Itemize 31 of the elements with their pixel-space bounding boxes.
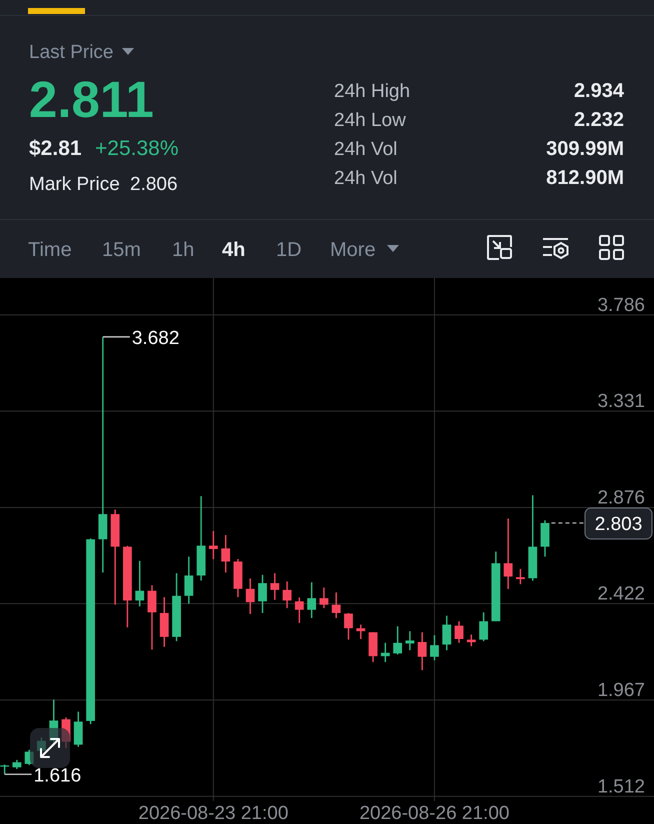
y-tick-label: 3.786 <box>597 294 645 316</box>
annotation: 1.616 <box>34 765 82 786</box>
y-tick-label: 2.876 <box>597 488 645 509</box>
text: 2.232 <box>574 109 624 131</box>
text: 2.934 <box>574 80 625 102</box>
y-tick-label: 3.331 <box>597 391 645 412</box>
text: 2.811 <box>29 71 154 128</box>
text: Time <box>28 239 72 261</box>
text: 1D <box>276 239 302 261</box>
text: 1h <box>172 239 194 261</box>
text: 812.90M <box>546 167 624 189</box>
x-tick-label: 2026-08-23 21:00 <box>138 803 288 824</box>
text: 24h High <box>334 81 410 102</box>
text: 24h Low <box>334 110 406 131</box>
text: $2.81 <box>29 137 82 160</box>
text: 15m <box>102 239 141 261</box>
annotation: 3.682 <box>132 328 180 349</box>
text: Mark Price <box>29 174 120 195</box>
text: 2.806 <box>130 174 178 195</box>
text: Last Price <box>29 42 114 63</box>
y-tick-label: 1.512 <box>597 776 645 798</box>
ref-line-label: 2.803 <box>594 514 642 535</box>
text: 4h <box>222 239 246 261</box>
y-tick-label: 1.967 <box>597 680 645 701</box>
text: +25.38% <box>95 137 178 160</box>
x-tick-label: 2026-08-26 21:00 <box>359 803 510 824</box>
text: 24h Vol <box>334 139 398 160</box>
text: More <box>330 239 376 261</box>
text: 309.99M <box>546 138 624 160</box>
text: 24h Vol <box>334 168 398 189</box>
y-tick-label: 2.422 <box>597 584 645 605</box>
